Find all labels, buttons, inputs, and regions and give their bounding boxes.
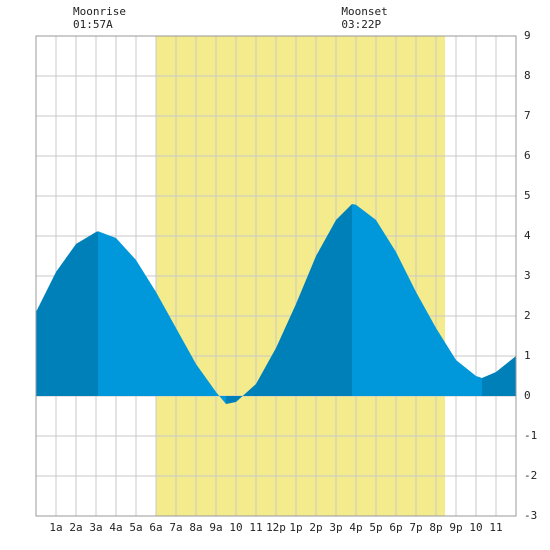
x-tick-label: 1p: [289, 521, 302, 534]
x-tick-label: 7p: [409, 521, 422, 534]
x-tick-label: 4a: [109, 521, 122, 534]
rising-tide: [36, 231, 98, 396]
y-tick-label: 1: [524, 349, 531, 362]
y-tick-label: -2: [524, 469, 537, 482]
y-tick-label: 5: [524, 189, 531, 202]
x-tick-label: 10: [229, 521, 242, 534]
x-tick-label: 7a: [169, 521, 182, 534]
x-tick-label: 2p: [309, 521, 322, 534]
moon-event-time: 01:57A: [73, 18, 113, 31]
y-tick-label: 3: [524, 269, 531, 282]
y-tick-label: 0: [524, 389, 531, 402]
y-tick-label: 9: [524, 29, 531, 42]
y-tick-label: 7: [524, 109, 531, 122]
y-tick-label: 6: [524, 149, 531, 162]
x-tick-label: 11: [249, 521, 262, 534]
x-tick-label: 9a: [209, 521, 222, 534]
moon-event-label: Moonrise: [73, 5, 126, 18]
y-tick-label: 4: [524, 229, 531, 242]
x-tick-label: 6a: [149, 521, 162, 534]
x-tick-label: 3p: [329, 521, 342, 534]
moon-event-time: 03:22P: [341, 18, 381, 31]
x-tick-label: 8p: [429, 521, 442, 534]
x-tick-label: 5a: [129, 521, 142, 534]
plot-frame: [35, 35, 517, 517]
x-tick-label: 8a: [189, 521, 202, 534]
x-tick-label: 6p: [389, 521, 402, 534]
y-tick-label: 2: [524, 309, 531, 322]
falling-tide: [98, 231, 226, 404]
falling-tide: [352, 204, 482, 396]
y-tick-label: 8: [524, 69, 531, 82]
x-tick-label: 3a: [89, 521, 102, 534]
x-tick-label: 12p: [266, 521, 286, 534]
moon-event-label: Moonset: [341, 5, 387, 18]
x-tick-label: 10: [469, 521, 482, 534]
y-tick-label: -3: [524, 509, 537, 522]
rising-tide: [226, 204, 352, 404]
y-tick-label: -1: [524, 429, 537, 442]
x-tick-label: 2a: [69, 521, 82, 534]
x-tick-label: 4p: [349, 521, 362, 534]
x-tick-label: 1a: [49, 521, 62, 534]
x-tick-label: 11: [489, 521, 502, 534]
x-tick-label: 9p: [449, 521, 462, 534]
rising-tide: [482, 356, 516, 396]
x-tick-label: 5p: [369, 521, 382, 534]
